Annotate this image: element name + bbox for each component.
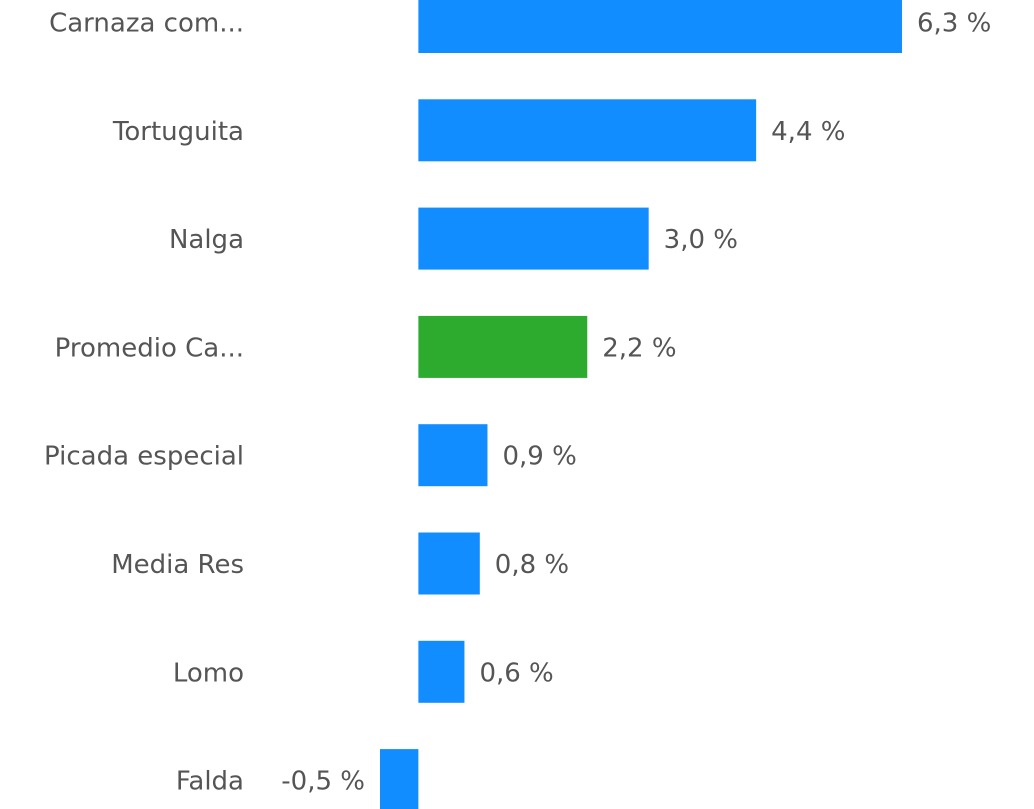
bar [380, 749, 419, 809]
bar [418, 640, 465, 703]
data-label: 6,3 % [917, 9, 991, 39]
data-label: 0,9 % [502, 442, 576, 472]
bar [418, 315, 588, 378]
category-label: Media Res [111, 550, 244, 580]
data-label: 3,0 % [664, 225, 738, 255]
category-label: Tortuguita [112, 117, 244, 147]
bar [418, 0, 902, 53]
data-label: 4,4 % [771, 117, 845, 147]
category-label: Picada especial [44, 442, 244, 472]
data-label: 0,6 % [479, 658, 553, 688]
data-label: 2,2 % [602, 333, 676, 363]
bar [418, 207, 649, 270]
category-label: Nalga [169, 225, 244, 255]
category-label: Lomo [173, 658, 244, 688]
category-label: Falda [176, 767, 244, 797]
data-label: -0,5 % [281, 767, 365, 797]
bar [418, 99, 757, 162]
category-label: Promedio Ca... [55, 333, 244, 363]
data-label: 0,8 % [495, 550, 569, 580]
bar [418, 424, 488, 487]
bar [418, 532, 480, 595]
category-label: Carnaza com... [49, 9, 244, 39]
